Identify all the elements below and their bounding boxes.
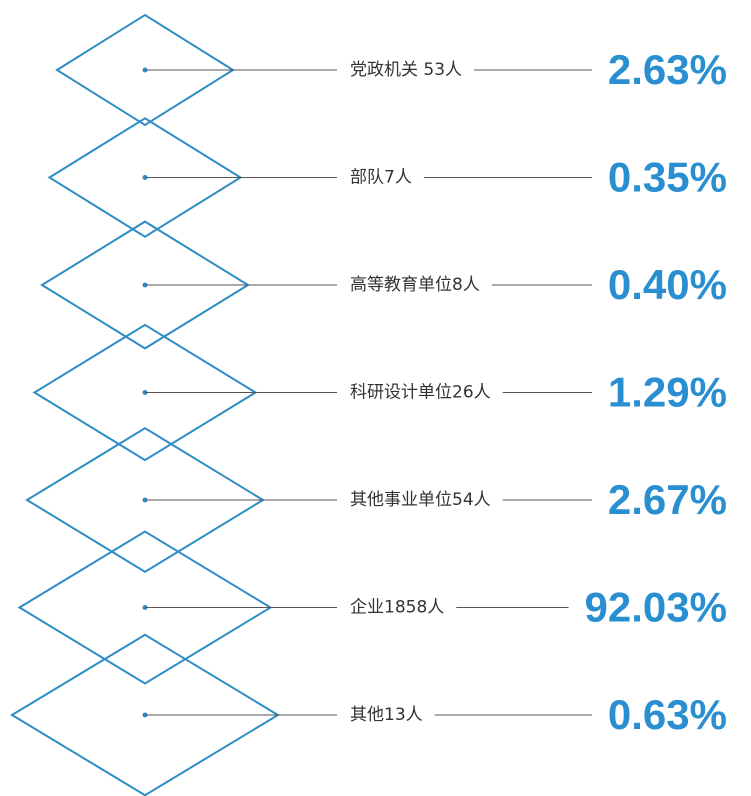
item-label: 其他事业单位54人 — [350, 490, 491, 510]
item-label: 部队7人 — [350, 168, 412, 188]
item-percent: 92.03% — [585, 584, 727, 631]
item-percent: 1.29% — [608, 369, 727, 416]
item-percent: 0.63% — [608, 691, 727, 738]
item-label: 党政机关 53人 — [350, 60, 462, 80]
item-label: 其他13人 — [350, 705, 423, 725]
item-label: 高等教育单位8人 — [350, 275, 480, 295]
item-percent: 0.40% — [608, 261, 727, 308]
item-percent: 2.67% — [608, 476, 727, 523]
item-label: 科研设计单位26人 — [350, 383, 491, 403]
item-percent: 2.63% — [608, 46, 727, 93]
item-percent: 0.35% — [608, 154, 727, 201]
item-label: 企业1858人 — [350, 598, 444, 618]
